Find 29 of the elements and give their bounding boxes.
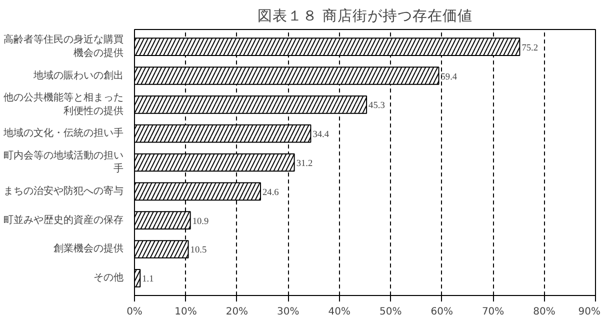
- data-label: 31.2: [296, 159, 313, 169]
- x-tick-label: 10%: [174, 306, 197, 318]
- data-label: 24.6: [262, 188, 280, 198]
- y-tick-label: 町並みや歴史的資産の保存: [4, 214, 124, 226]
- data-label: 45.3: [368, 101, 386, 112]
- y-tick-label: 高齢者等住民の身近な購買機会の提供: [4, 34, 124, 59]
- data-label: 10.5: [190, 246, 207, 256]
- x-tick-label: 20%: [226, 306, 248, 318]
- data-label: 75.2: [522, 43, 538, 54]
- x-tick-label: 30%: [277, 306, 300, 318]
- y-tick-label: 地域の賑わいの創出: [32, 69, 124, 82]
- x-tick-label: 60%: [430, 306, 453, 318]
- y-tick-label: その他: [94, 272, 124, 284]
- y-tick-label: 地域の文化・伝統の担い手: [2, 127, 124, 140]
- x-tick-label: 80%: [533, 306, 556, 318]
- y-tick-label: 他の公共機能等と相まった利便性の提供: [4, 92, 124, 117]
- x-tick-label: 90%: [578, 306, 601, 318]
- y-tick-label: まちの治安や防犯への寄与: [4, 184, 124, 197]
- data-label: 59.4: [440, 72, 458, 82]
- y-tick-label: 創業機会の提供: [54, 242, 124, 255]
- data-label: 34.4: [312, 130, 330, 140]
- x-tick-label: 70%: [482, 306, 504, 318]
- data-label: 10.9: [192, 216, 209, 227]
- x-tick-label: 40%: [328, 306, 351, 318]
- y-tick-label: 町内会等の地域活動の担い手: [4, 149, 124, 175]
- x-tick-label: 0%: [126, 306, 142, 318]
- data-label: 1.1: [142, 274, 154, 285]
- x-tick-label: 50%: [380, 306, 402, 318]
- chart-title: 図表１８ 商店街が持つ存在価値: [258, 8, 472, 24]
